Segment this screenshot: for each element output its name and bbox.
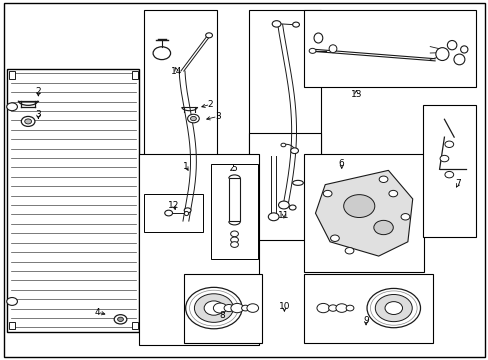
Circle shape bbox=[281, 143, 285, 147]
Bar bbox=[131, 322, 137, 329]
Text: 8: 8 bbox=[219, 311, 225, 320]
Circle shape bbox=[288, 205, 295, 210]
Circle shape bbox=[335, 304, 347, 312]
Circle shape bbox=[114, 315, 126, 324]
Circle shape bbox=[444, 141, 453, 148]
Bar bbox=[249, 133, 321, 240]
Text: 10: 10 bbox=[278, 302, 289, 311]
Circle shape bbox=[184, 208, 191, 213]
Ellipse shape bbox=[435, 48, 448, 60]
Ellipse shape bbox=[313, 33, 322, 43]
Ellipse shape bbox=[292, 180, 303, 185]
Circle shape bbox=[25, 119, 31, 124]
Bar bbox=[9, 322, 15, 329]
Circle shape bbox=[346, 305, 353, 311]
Text: 12: 12 bbox=[168, 201, 179, 210]
Bar bbox=[303, 154, 424, 272]
Ellipse shape bbox=[328, 45, 336, 53]
Circle shape bbox=[278, 201, 288, 209]
Ellipse shape bbox=[453, 54, 464, 65]
Bar bbox=[144, 10, 217, 232]
Circle shape bbox=[213, 303, 226, 313]
Circle shape bbox=[345, 248, 353, 254]
Text: 6: 6 bbox=[338, 159, 344, 168]
Bar bbox=[144, 194, 202, 232]
Circle shape bbox=[323, 190, 331, 197]
Circle shape bbox=[292, 22, 299, 27]
Circle shape bbox=[190, 116, 196, 121]
Circle shape bbox=[230, 231, 238, 237]
Bar bbox=[183, 274, 262, 342]
Bar bbox=[211, 164, 257, 258]
Circle shape bbox=[366, 288, 420, 328]
Circle shape bbox=[384, 302, 402, 315]
Circle shape bbox=[246, 304, 258, 312]
Text: 14: 14 bbox=[170, 67, 182, 76]
Text: 4: 4 bbox=[95, 308, 100, 317]
Circle shape bbox=[241, 305, 249, 311]
Bar bbox=[423, 105, 475, 237]
Text: 2: 2 bbox=[207, 100, 213, 109]
Ellipse shape bbox=[447, 41, 456, 50]
Bar bbox=[228, 179, 240, 221]
Bar bbox=[139, 154, 259, 345]
Circle shape bbox=[373, 220, 392, 235]
Circle shape bbox=[117, 317, 123, 321]
Circle shape bbox=[153, 47, 170, 60]
Circle shape bbox=[187, 114, 199, 123]
Ellipse shape bbox=[460, 46, 467, 53]
Circle shape bbox=[343, 195, 374, 217]
Circle shape bbox=[400, 213, 409, 220]
Text: 7: 7 bbox=[455, 179, 460, 188]
Circle shape bbox=[7, 297, 18, 305]
Bar bbox=[7, 68, 139, 332]
Circle shape bbox=[164, 210, 172, 216]
Circle shape bbox=[224, 305, 233, 312]
Circle shape bbox=[444, 171, 453, 178]
Text: 3: 3 bbox=[36, 111, 41, 120]
Circle shape bbox=[205, 33, 212, 38]
Text: 11: 11 bbox=[278, 211, 289, 220]
Circle shape bbox=[378, 176, 387, 183]
Circle shape bbox=[268, 213, 279, 221]
Bar bbox=[249, 10, 321, 225]
Circle shape bbox=[308, 48, 315, 53]
Circle shape bbox=[7, 103, 18, 111]
Bar bbox=[131, 71, 137, 78]
Circle shape bbox=[272, 21, 281, 27]
Bar bbox=[303, 10, 475, 87]
Circle shape bbox=[439, 156, 448, 162]
Circle shape bbox=[203, 301, 223, 315]
Circle shape bbox=[330, 235, 339, 242]
Circle shape bbox=[374, 294, 411, 321]
Circle shape bbox=[230, 242, 238, 247]
Circle shape bbox=[230, 237, 238, 243]
Text: 2: 2 bbox=[36, 87, 41, 96]
Circle shape bbox=[194, 294, 233, 322]
Circle shape bbox=[328, 305, 337, 311]
Text: 9: 9 bbox=[363, 316, 368, 325]
Text: 13: 13 bbox=[350, 90, 361, 99]
Bar bbox=[9, 71, 15, 78]
Circle shape bbox=[21, 116, 35, 126]
Circle shape bbox=[230, 303, 243, 313]
Polygon shape bbox=[315, 170, 412, 256]
Text: 3: 3 bbox=[214, 112, 220, 121]
Text: 5: 5 bbox=[230, 164, 236, 173]
Text: 1: 1 bbox=[183, 162, 189, 171]
Circle shape bbox=[316, 303, 329, 313]
Bar bbox=[303, 274, 432, 342]
Circle shape bbox=[290, 148, 298, 154]
Circle shape bbox=[185, 287, 242, 329]
Circle shape bbox=[388, 190, 397, 197]
